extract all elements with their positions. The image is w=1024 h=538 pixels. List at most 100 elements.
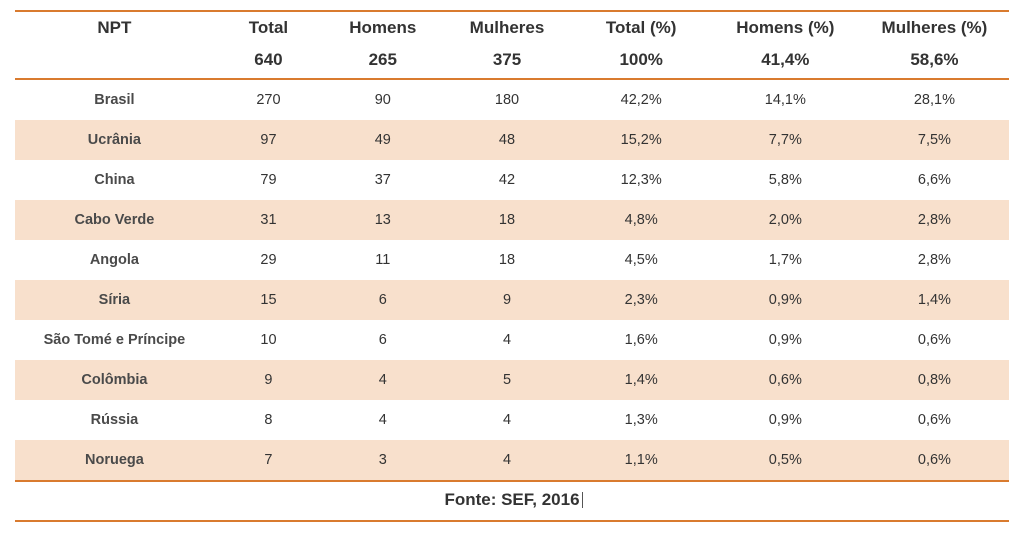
cell-mulheres: 42 — [442, 160, 571, 200]
cell-mulheres_pct: 2,8% — [860, 240, 1009, 280]
total-mulheres: 375 — [442, 44, 571, 79]
cell-total_pct: 15,2% — [572, 120, 711, 160]
cell-mulheres: 5 — [442, 360, 571, 400]
totals-row: 640265375100%41,4%58,6% — [15, 44, 1009, 79]
cell-homens: 3 — [323, 440, 442, 481]
npt-table-container: NPTTotalHomensMulheresTotal (%)Homens (%… — [15, 10, 1009, 522]
table-row: Cabo Verde3113184,8%2,0%2,8% — [15, 200, 1009, 240]
cell-npt: China — [15, 160, 214, 200]
total-homens: 265 — [323, 44, 442, 79]
table-row: Angola2911184,5%1,7%2,8% — [15, 240, 1009, 280]
cell-total_pct: 12,3% — [572, 160, 711, 200]
cell-homens_pct: 1,7% — [711, 240, 860, 280]
cell-homens: 11 — [323, 240, 442, 280]
col-header-mulheres_pct: Mulheres (%) — [860, 11, 1009, 44]
cell-npt: Cabo Verde — [15, 200, 214, 240]
cell-npt: Angola — [15, 240, 214, 280]
cell-total_pct: 1,3% — [572, 400, 711, 440]
source-text: Fonte: SEF, 2016 — [444, 490, 579, 510]
cell-mulheres_pct: 6,6% — [860, 160, 1009, 200]
cell-homens: 4 — [323, 400, 442, 440]
cell-mulheres_pct: 0,6% — [860, 440, 1009, 481]
total-total: 640 — [214, 44, 323, 79]
cell-mulheres_pct: 7,5% — [860, 120, 1009, 160]
cell-homens_pct: 14,1% — [711, 79, 860, 120]
cell-mulheres_pct: 28,1% — [860, 79, 1009, 120]
cell-total_pct: 4,8% — [572, 200, 711, 240]
cell-npt: Noruega — [15, 440, 214, 481]
cell-total: 10 — [214, 320, 323, 360]
cell-npt: Síria — [15, 280, 214, 320]
total-total_pct: 100% — [572, 44, 711, 79]
table-row: Colômbia9451,4%0,6%0,8% — [15, 360, 1009, 400]
cell-mulheres: 180 — [442, 79, 571, 120]
cell-total: 270 — [214, 79, 323, 120]
table-row: São Tomé e Príncipe10641,6%0,9%0,6% — [15, 320, 1009, 360]
text-caret — [582, 492, 583, 508]
col-header-total: Total — [214, 11, 323, 44]
table-row: Noruega7341,1%0,5%0,6% — [15, 440, 1009, 481]
col-header-homens_pct: Homens (%) — [711, 11, 860, 44]
cell-mulheres_pct: 2,8% — [860, 200, 1009, 240]
col-header-total_pct: Total (%) — [572, 11, 711, 44]
col-header-homens: Homens — [323, 11, 442, 44]
cell-npt: Rússia — [15, 400, 214, 440]
cell-mulheres_pct: 1,4% — [860, 280, 1009, 320]
cell-mulheres: 4 — [442, 440, 571, 481]
cell-mulheres_pct: 0,8% — [860, 360, 1009, 400]
cell-total: 31 — [214, 200, 323, 240]
cell-npt: Ucrânia — [15, 120, 214, 160]
cell-total: 7 — [214, 440, 323, 481]
cell-total: 29 — [214, 240, 323, 280]
cell-homens: 4 — [323, 360, 442, 400]
table-row: Ucrânia97494815,2%7,7%7,5% — [15, 120, 1009, 160]
cell-mulheres_pct: 0,6% — [860, 400, 1009, 440]
cell-total_pct: 42,2% — [572, 79, 711, 120]
cell-homens_pct: 0,5% — [711, 440, 860, 481]
cell-total: 8 — [214, 400, 323, 440]
cell-total: 97 — [214, 120, 323, 160]
col-header-npt: NPT — [15, 11, 214, 44]
table-row: Síria15692,3%0,9%1,4% — [15, 280, 1009, 320]
cell-npt: Colômbia — [15, 360, 214, 400]
table-row: Brasil2709018042,2%14,1%28,1% — [15, 79, 1009, 120]
cell-homens: 6 — [323, 320, 442, 360]
cell-total_pct: 1,1% — [572, 440, 711, 481]
cell-homens_pct: 0,9% — [711, 320, 860, 360]
cell-homens: 13 — [323, 200, 442, 240]
cell-homens: 37 — [323, 160, 442, 200]
cell-homens_pct: 0,6% — [711, 360, 860, 400]
cell-homens: 6 — [323, 280, 442, 320]
table-body: Brasil2709018042,2%14,1%28,1%Ucrânia9749… — [15, 79, 1009, 481]
cell-homens: 90 — [323, 79, 442, 120]
source-cell: Fonte: SEF, 2016 — [15, 481, 1009, 521]
cell-total_pct: 1,4% — [572, 360, 711, 400]
table-row: Rússia8441,3%0,9%0,6% — [15, 400, 1009, 440]
npt-table: NPTTotalHomensMulheresTotal (%)Homens (%… — [15, 10, 1009, 522]
cell-homens: 49 — [323, 120, 442, 160]
header-row: NPTTotalHomensMulheresTotal (%)Homens (%… — [15, 11, 1009, 44]
cell-homens_pct: 0,9% — [711, 400, 860, 440]
cell-mulheres: 18 — [442, 240, 571, 280]
table-row: China79374212,3%5,8%6,6% — [15, 160, 1009, 200]
total-mulheres_pct: 58,6% — [860, 44, 1009, 79]
total-npt — [15, 44, 214, 79]
cell-homens_pct: 0,9% — [711, 280, 860, 320]
total-homens_pct: 41,4% — [711, 44, 860, 79]
cell-homens_pct: 2,0% — [711, 200, 860, 240]
cell-mulheres: 4 — [442, 320, 571, 360]
cell-npt: São Tomé e Príncipe — [15, 320, 214, 360]
cell-mulheres: 48 — [442, 120, 571, 160]
cell-total: 9 — [214, 360, 323, 400]
cell-total_pct: 4,5% — [572, 240, 711, 280]
cell-total_pct: 2,3% — [572, 280, 711, 320]
cell-mulheres_pct: 0,6% — [860, 320, 1009, 360]
cell-mulheres: 18 — [442, 200, 571, 240]
col-header-mulheres: Mulheres — [442, 11, 571, 44]
cell-mulheres: 4 — [442, 400, 571, 440]
cell-total: 15 — [214, 280, 323, 320]
cell-total_pct: 1,6% — [572, 320, 711, 360]
source-row: Fonte: SEF, 2016 — [15, 481, 1009, 521]
cell-homens_pct: 7,7% — [711, 120, 860, 160]
cell-npt: Brasil — [15, 79, 214, 120]
